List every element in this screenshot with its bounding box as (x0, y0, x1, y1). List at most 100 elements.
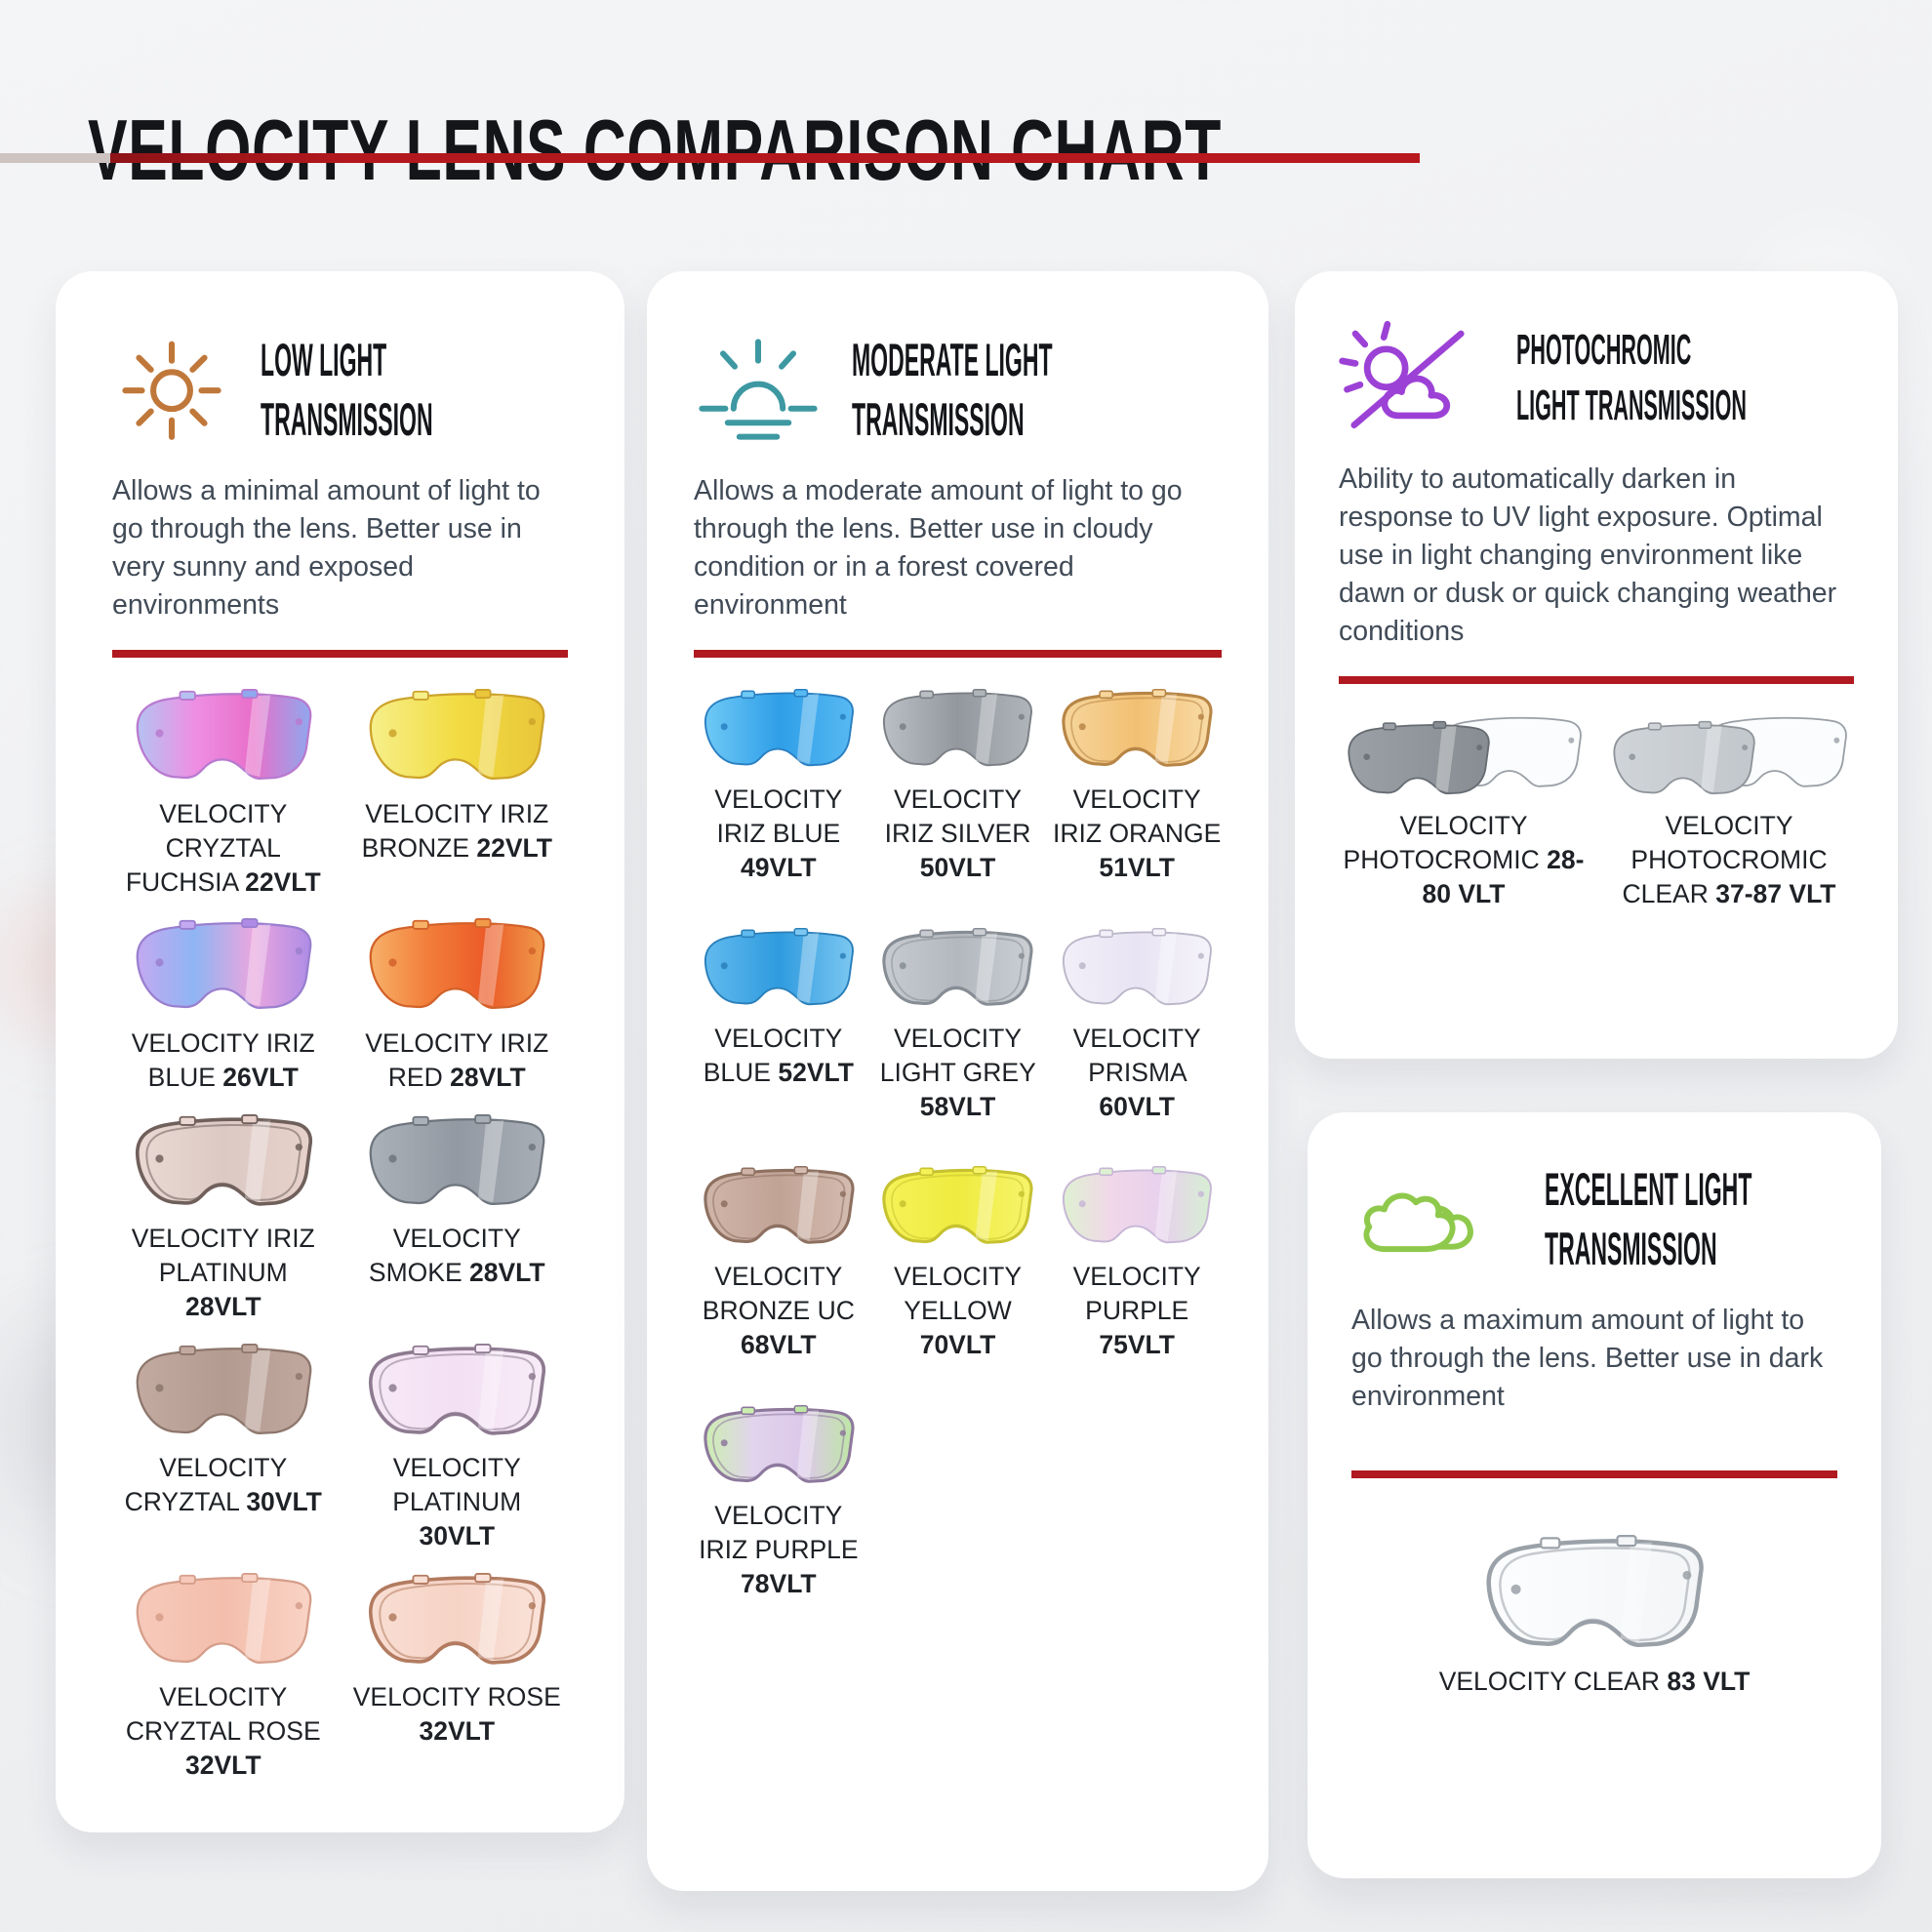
goggle-lens-image (695, 1405, 863, 1487)
lens-name: VELOCITY PHOTOCROMIC (1343, 811, 1540, 874)
card-header: MODERATE LIGHT TRANSMISSION (694, 330, 1222, 449)
lens-name: VELOCITY CRYZTAL ROSE (125, 1682, 321, 1747)
lens-cell: VELOCITY IRIZ BLUE 26VLT (119, 918, 328, 1094)
lens-label: VELOCITY ROSE 32VLT (352, 1680, 561, 1749)
lens-cell: VELOCITY PLATINUM 30VLT (352, 1343, 561, 1553)
goggle-lens-image (1053, 927, 1221, 1010)
card-moderate-light-transmission: MODERATE LIGHT TRANSMISSION Allows a mod… (647, 271, 1268, 1891)
lens-cell: VELOCITY IRIZ ORANGE 51VLT (1052, 689, 1222, 885)
lens-vlt-value: 51VLT (1099, 852, 1175, 882)
card-low-light-transmission: LOW LIGHT TRANSMISSION Allows a minimal … (56, 271, 624, 1832)
lens-label: VELOCITY YELLOW 70VLT (873, 1260, 1043, 1362)
card-heading-line: TRANSMISSION (1545, 1223, 1717, 1275)
lens-label: VELOCITY LIGHT GREY 58VLT (873, 1022, 1043, 1124)
sunrise-icon (694, 334, 823, 445)
goggle-lens-image (695, 1166, 863, 1248)
sun-cloud-slash-icon (1339, 318, 1487, 437)
lens-name: VELOCITY PHOTOCROMIC CLEAR (1622, 811, 1828, 908)
card-description: Allows a moderate amount of light to go … (694, 475, 1183, 622)
lens-label: VELOCITY IRIZ PLATINUM 28VLT (119, 1222, 328, 1324)
goggle-lens-image (125, 1343, 322, 1439)
lens-vlt-value: 68VLT (741, 1330, 817, 1360)
lens-vlt-value: 50VLT (919, 852, 996, 882)
lens-vlt-value: 28VLT (184, 1291, 262, 1321)
lens-cell: VELOCITY LIGHT GREY 58VLT (873, 927, 1043, 1124)
goggle-lens-image (125, 689, 322, 785)
card-heading: PHOTOCHROMIC LIGHT TRANSMISSION (1516, 322, 1854, 433)
lens-name: VELOCITY IRIZ BLUE (714, 784, 843, 848)
lens-name: VELOCITY IRIZ RED (365, 1027, 549, 1092)
card-photochromic-light-transmission: PHOTOCHROMIC LIGHT TRANSMISSION Ability … (1295, 271, 1898, 1059)
lens-vlt-value: 28VLT (450, 1062, 526, 1092)
lens-name: VELOCITY PRISMA (1072, 1023, 1201, 1087)
lens-vlt-value: 70VLT (919, 1330, 996, 1360)
lens-cell: VELOCITY IRIZ PLATINUM 28VLT (119, 1113, 328, 1324)
lens-grid: VELOCITY PHOTOCROMIC 28-80 VLT VELOCITY … (1339, 715, 1854, 911)
lens-label: VELOCITY CRYZTAL 30VLT (119, 1451, 328, 1519)
lens-cell: VELOCITY PURPLE 75VLT (1052, 1166, 1222, 1362)
lens-vlt-value: 60VLT (1099, 1091, 1175, 1121)
goggle-lens-image (1604, 715, 1854, 797)
lens-label: VELOCITY CRYZTAL ROSE 32VLT (119, 1680, 328, 1783)
card-heading-line: LOW LIGHT (261, 334, 387, 385)
lens-cell: VELOCITY PHOTOCROMIC 28-80 VLT (1339, 715, 1589, 911)
clouds-icon (1351, 1165, 1515, 1272)
red-divider (1339, 676, 1854, 685)
lens-vlt-value: 49VLT (741, 852, 817, 882)
lens-label: VELOCITY IRIZ BLUE 49VLT (694, 783, 864, 885)
lens-name: VELOCITY IRIZ PURPLE (699, 1500, 859, 1564)
goggle-lens-image (358, 918, 555, 1014)
goggle-lens-image (695, 927, 863, 1010)
lens-cell: VELOCITY SMOKE 28VLT (352, 1113, 561, 1324)
card-header: LOW LIGHT TRANSMISSION (112, 330, 568, 449)
lens-label: VELOCITY BRONZE UC 68VLT (694, 1260, 864, 1362)
lens-cell: VELOCITY CRYZTAL FUCHSIA 22VLT (119, 689, 328, 899)
card-heading: MODERATE LIGHT TRANSMISSION (852, 330, 1222, 449)
goggle-lens-image (1339, 715, 1589, 797)
lens-label: VELOCITY PRISMA 60VLT (1052, 1022, 1222, 1124)
goggle-lens-image (358, 1343, 555, 1439)
goggle-lens-image (358, 689, 555, 785)
lens-cell: VELOCITY IRIZ RED 28VLT (352, 918, 561, 1094)
goggle-lens-image (358, 1573, 555, 1669)
lens-vlt-value: 22VLT (476, 832, 552, 863)
lens-label: VELOCITY IRIZ BLUE 26VLT (119, 1026, 328, 1095)
card-heading-line: TRANSMISSION (261, 393, 433, 446)
lens-grid: VELOCITY CRYZTAL FUCHSIA 22VLT VELOCITY … (112, 689, 568, 1783)
lens-name: VELOCITY CRYZTAL FUCHSIA (125, 798, 288, 897)
card-heading-line: EXCELLENT LIGHT (1545, 1163, 1752, 1215)
lens-cell: VELOCITY IRIZ PURPLE 78VLT (694, 1405, 864, 1601)
red-divider (112, 650, 568, 659)
card-description: Allows a maximum amount of light to go t… (1351, 1305, 1824, 1413)
red-divider (694, 650, 1222, 659)
lens-cell: VELOCITY ROSE 32VLT (352, 1573, 561, 1783)
goggle-lens-image (873, 927, 1041, 1010)
goggle-lens-image (358, 1113, 555, 1210)
lens-vlt-value: 30VLT (246, 1487, 322, 1517)
lens-cell: VELOCITY CRYZTAL 30VLT (119, 1343, 328, 1553)
lens-label: VELOCITY SMOKE 28VLT (352, 1222, 561, 1290)
goggle-lens-image (1053, 689, 1221, 771)
lens-label: VELOCITY IRIZ PURPLE 78VLT (694, 1499, 864, 1601)
card-heading-line: LIGHT TRANSMISSION (1516, 382, 1747, 429)
lens-label: VELOCITY IRIZ RED 28VLT (352, 1026, 561, 1095)
lens-name: VELOCITY PLATINUM (392, 1453, 522, 1517)
lens-cell: VELOCITY IRIZ BLUE 49VLT (694, 689, 864, 885)
lens-name: VELOCITY BLUE (703, 1023, 843, 1087)
lens-name: VELOCITY IRIZ SILVER (884, 784, 1031, 848)
lens-cell: VELOCITY CLEAR 83 VLT (1439, 1535, 1750, 1699)
lens-vlt-value: 28VLT (469, 1257, 545, 1287)
lens-grid: VELOCITY IRIZ BLUE 49VLT VELOCITY IRIZ S… (694, 689, 1222, 1600)
lens-label: VELOCITY PURPLE 75VLT (1052, 1260, 1222, 1362)
lens-cell: VELOCITY IRIZ BRONZE 22VLT (352, 689, 561, 899)
lens-name: VELOCITY SMOKE (368, 1223, 521, 1287)
lens-label: VELOCITY PLATINUM 30VLT (352, 1451, 561, 1553)
lens-cell: VELOCITY BRONZE UC 68VLT (694, 1166, 864, 1362)
red-divider (1351, 1470, 1837, 1479)
lens-name: VELOCITY IRIZ PLATINUM (131, 1223, 315, 1287)
lens-vlt-value: 32VLT (184, 1751, 262, 1781)
lens-vlt-value: 58VLT (919, 1091, 996, 1121)
lens-vlt-value: 32VLT (419, 1716, 496, 1747)
lens-label: VELOCITY IRIZ SILVER 50VLT (873, 783, 1043, 885)
lens-cell: VELOCITY BLUE 52VLT (694, 927, 864, 1124)
